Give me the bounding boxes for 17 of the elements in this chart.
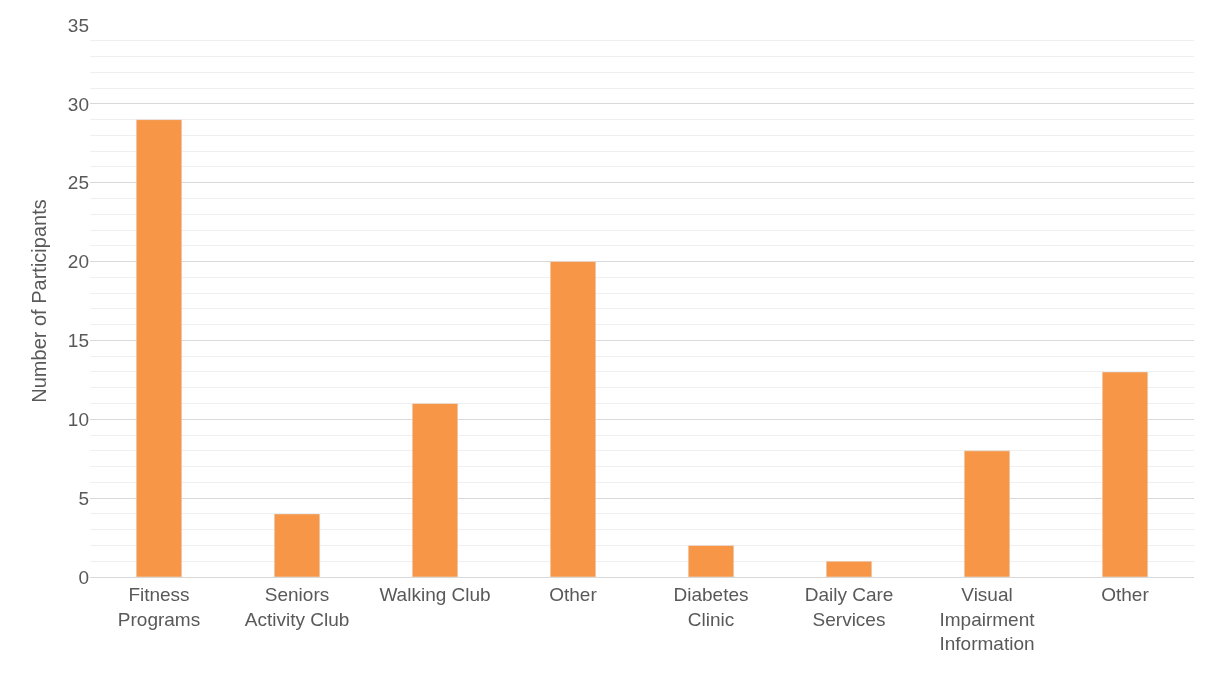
y-tick-label: 35 [67,14,89,36]
y-tick-label: 25 [67,172,89,194]
x-tick-label: Daily Care Services [804,583,894,630]
x-tick-label: Fitness Programs [117,583,201,630]
x-tick-label: Diabetes Clinic [673,583,749,630]
x-tick-label: Walking Club [379,583,491,605]
x-tick-label: Seniors Activity Club [244,583,350,630]
y-tick-label: 5 [78,487,89,509]
x-tick-label: Other [549,583,598,605]
x-tick-label: Other [1101,583,1150,605]
y-tick-label: 30 [67,93,89,115]
x-tick-label: Visual Impairment Information [939,583,1036,655]
y-tick-label: 15 [67,330,89,352]
y-axis-title: Number of Participants [28,199,51,403]
y-tick-label: 0 [78,566,89,588]
y-tick-label: 10 [67,408,89,430]
y-tick-label: 20 [67,251,89,273]
